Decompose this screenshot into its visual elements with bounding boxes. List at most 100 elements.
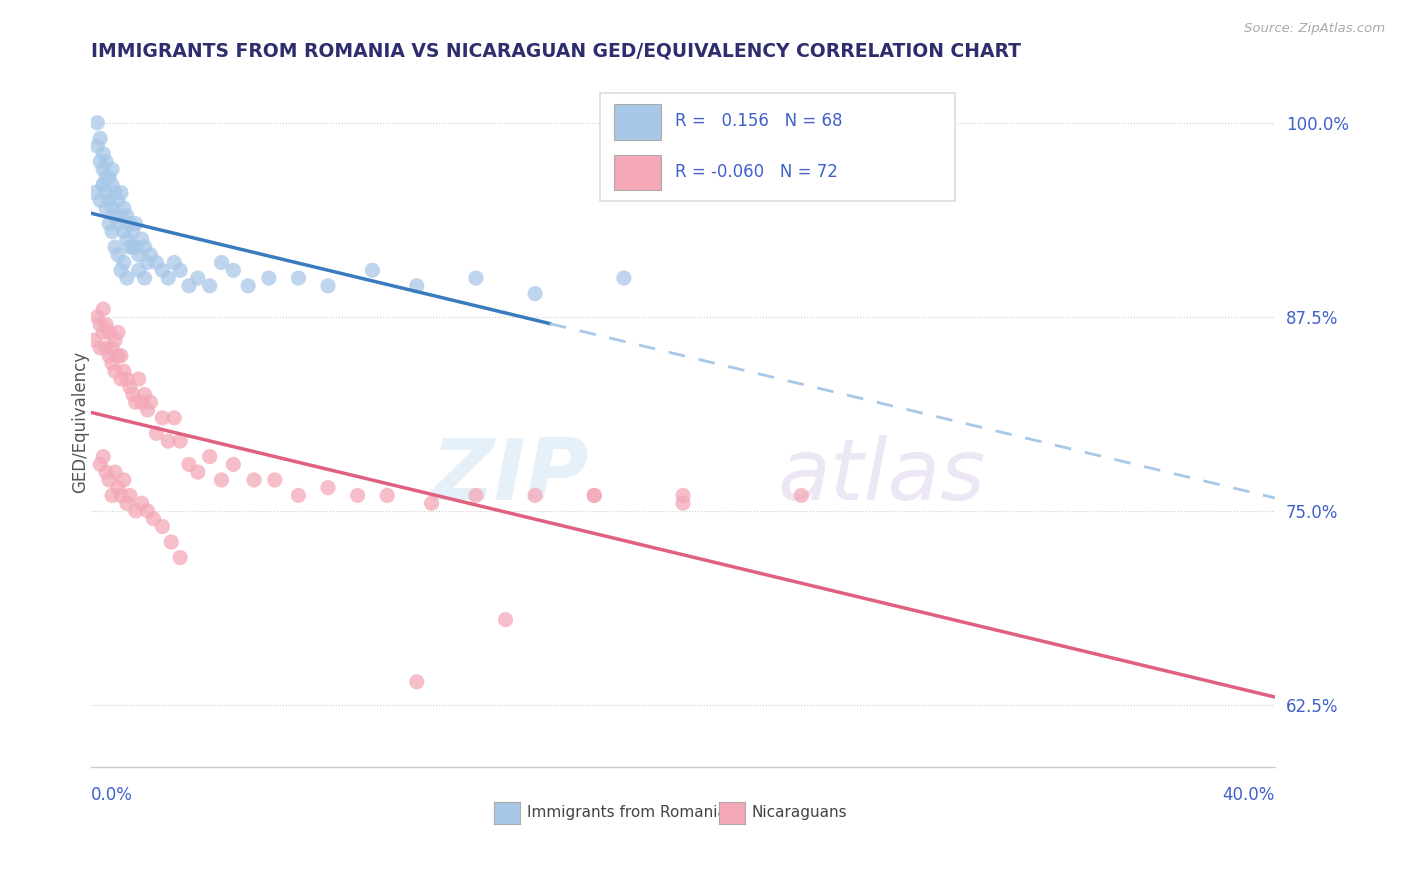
Point (86, 139, 108, 153)
Point (98, 349, 121, 363)
Point (91, 162, 114, 177)
Text: Immigrants from Romania: Immigrants from Romania (527, 805, 727, 820)
Point (150, 519, 173, 533)
Point (89, 458, 111, 472)
Point (236, 278, 259, 293)
Point (121, 387, 143, 401)
Point (121, 225, 143, 239)
Text: IMMIGRANTS FROM ROMANIA VS NICARAGUAN GED/EQUIVALENCY CORRELATION CHART: IMMIGRANTS FROM ROMANIA VS NICARAGUAN GE… (91, 42, 1021, 61)
Point (94, 465, 117, 479)
Point (150, 410, 173, 425)
Point (89, 131, 111, 145)
Text: atlas: atlas (778, 435, 986, 518)
Point (110, 488, 132, 502)
Point (131, 232, 153, 246)
Point (89, 154, 111, 169)
Point (118, 217, 141, 231)
Point (89, 341, 111, 355)
Point (465, 271, 488, 285)
Point (101, 162, 124, 177)
Point (375, 488, 398, 502)
Point (107, 248, 129, 262)
Point (101, 488, 124, 502)
Point (107, 326, 129, 340)
Text: 40.0%: 40.0% (1222, 786, 1275, 804)
Point (169, 434, 191, 448)
Point (112, 201, 135, 215)
Point (91, 178, 114, 192)
Point (465, 488, 488, 502)
Point (121, 240, 143, 254)
Point (524, 286, 547, 301)
Point (361, 263, 384, 277)
Point (405, 674, 427, 689)
Point (94, 201, 117, 215)
Point (243, 473, 266, 487)
Text: Source: ZipAtlas.com: Source: ZipAtlas.com (1244, 22, 1385, 36)
Point (115, 209, 138, 223)
Point (98, 473, 121, 487)
Point (107, 349, 129, 363)
Point (107, 217, 129, 231)
Point (257, 271, 280, 285)
Point (107, 194, 129, 208)
Point (110, 372, 132, 386)
Point (420, 496, 443, 510)
Point (94, 186, 117, 200)
Point (222, 458, 245, 472)
Point (112, 225, 135, 239)
Point (163, 255, 186, 269)
Point (91, 146, 114, 161)
Point (177, 458, 200, 472)
Point (104, 333, 127, 347)
Point (94, 154, 117, 169)
Point (101, 356, 124, 370)
Point (128, 372, 150, 386)
Point (222, 263, 245, 277)
Point (110, 186, 132, 200)
Point (91, 178, 114, 192)
Point (83, 186, 105, 200)
Point (112, 255, 135, 269)
Point (89, 318, 111, 332)
Point (160, 535, 183, 549)
Y-axis label: GED/Equivalency: GED/Equivalency (72, 351, 89, 492)
Point (672, 488, 695, 502)
Point (118, 240, 141, 254)
Point (89, 194, 111, 208)
Point (110, 349, 132, 363)
Point (98, 194, 121, 208)
Point (101, 178, 124, 192)
Point (101, 225, 124, 239)
Point (672, 496, 695, 510)
Point (115, 496, 138, 510)
Point (128, 248, 150, 262)
Point (134, 240, 156, 254)
Point (346, 488, 368, 502)
Point (115, 271, 138, 285)
Point (142, 512, 165, 526)
Point (128, 263, 150, 277)
Point (136, 504, 159, 518)
Point (136, 255, 159, 269)
Point (134, 271, 156, 285)
Point (101, 201, 124, 215)
Point (83, 333, 105, 347)
Point (86, 310, 108, 324)
Point (104, 209, 127, 223)
Point (287, 488, 309, 502)
Point (94, 341, 117, 355)
Point (131, 496, 153, 510)
Point (112, 473, 135, 487)
Point (104, 465, 127, 479)
Point (125, 217, 148, 231)
Point (524, 488, 547, 502)
Point (91, 450, 114, 464)
Point (583, 488, 606, 502)
Point (198, 450, 221, 464)
Point (94, 170, 117, 185)
Point (187, 465, 209, 479)
Point (131, 395, 153, 409)
Point (263, 473, 285, 487)
Point (118, 488, 141, 502)
